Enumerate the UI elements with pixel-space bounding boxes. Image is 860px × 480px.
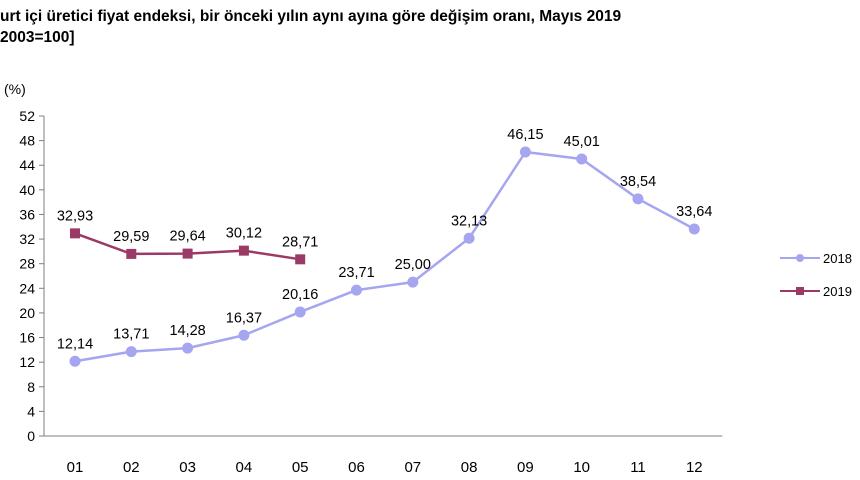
data-point [126, 248, 137, 259]
y-tick-label: 32 [19, 231, 35, 247]
legend-label-2018: 2018 [823, 251, 852, 266]
data-point [688, 223, 700, 235]
legend-label-2019: 2019 [823, 284, 852, 299]
data-point [238, 329, 250, 341]
data-point [407, 276, 419, 288]
x-tick-label: 01 [67, 459, 84, 476]
x-tick-label: 05 [292, 459, 309, 476]
chart-title-line1: urt içi üretici fiyat endeksi, bir öncek… [0, 8, 622, 25]
data-label: 32,13 [451, 213, 487, 229]
data-point [182, 342, 194, 354]
data-point [519, 146, 531, 158]
x-tick-label: 06 [348, 459, 365, 476]
data-label: 45,01 [564, 134, 600, 150]
y-tick-label: 52 [19, 108, 35, 124]
data-point [238, 245, 249, 256]
data-point [576, 153, 588, 165]
data-label: 29,64 [169, 229, 205, 245]
y-axis-unit-label: (%) [4, 81, 26, 97]
data-label: 28,71 [282, 234, 318, 250]
y-tick-label: 8 [27, 379, 35, 395]
data-label: 25,00 [395, 257, 431, 273]
data-label: 14,28 [169, 323, 205, 339]
data-point [632, 193, 644, 205]
x-tick-label: 02 [123, 459, 140, 476]
y-tick-label: 40 [19, 182, 35, 198]
y-tick-label: 12 [19, 354, 35, 370]
data-label: 32,93 [57, 208, 93, 224]
data-point [70, 228, 80, 239]
data-label: 20,16 [282, 287, 318, 303]
y-tick-label: 48 [19, 133, 35, 149]
data-point [463, 232, 475, 244]
data-point [295, 254, 306, 265]
data-label: 30,12 [226, 226, 262, 242]
series-2018: 12,14 13,71 14,28 16,37 20,16 23,71 25,00 32,13… [57, 127, 712, 367]
x-tick-label: 04 [236, 459, 253, 476]
legend: 2018 2019 [780, 251, 852, 299]
data-label: 46,15 [507, 127, 543, 143]
data-label: 29,59 [113, 229, 149, 245]
x-tick-label: 03 [179, 459, 196, 476]
data-label: 13,71 [113, 327, 149, 343]
data-point [125, 346, 137, 358]
y-tick-label: 28 [19, 256, 35, 272]
x-tick-label: 09 [517, 459, 534, 476]
data-point [182, 248, 193, 259]
y-tick-label: 24 [19, 280, 35, 296]
legend-marker-2019 [796, 287, 804, 295]
x-tick-label: 12 [686, 459, 703, 476]
data-label: 16,37 [226, 310, 262, 326]
series-2019: 32,93 29,59 29,64 30,12 28,71 [57, 208, 318, 265]
x-tick-label: 07 [404, 459, 421, 476]
data-label: 33,64 [676, 204, 712, 220]
y-tick-label: 0 [27, 428, 35, 444]
data-point [294, 306, 306, 318]
x-tick-label: 11 [630, 459, 646, 476]
data-point [351, 284, 362, 296]
y-tick-label: 4 [27, 403, 35, 419]
series-line-2018 [74, 150, 695, 363]
data-label: 12,14 [57, 336, 93, 352]
y-tick-label: 36 [19, 206, 35, 222]
y-tick-label: 16 [19, 330, 35, 346]
y-tick-label: 44 [19, 157, 35, 173]
data-point [69, 355, 81, 367]
legend-marker-2018 [796, 254, 804, 262]
x-tick-label: 10 [573, 459, 590, 476]
x-tick-label: 08 [461, 459, 478, 476]
data-label: 23,71 [338, 265, 374, 281]
chart-title-line2: 2003=100] [0, 29, 75, 46]
chart-title: urt içi üretici fiyat endeksi, bir öncek… [0, 6, 860, 48]
data-label: 38,54 [620, 174, 656, 190]
series-group: 12,14 13,71 14,28 16,37 20,16 23,71 25,00 32,13… [57, 127, 712, 367]
y-tick-label: 20 [19, 305, 35, 321]
